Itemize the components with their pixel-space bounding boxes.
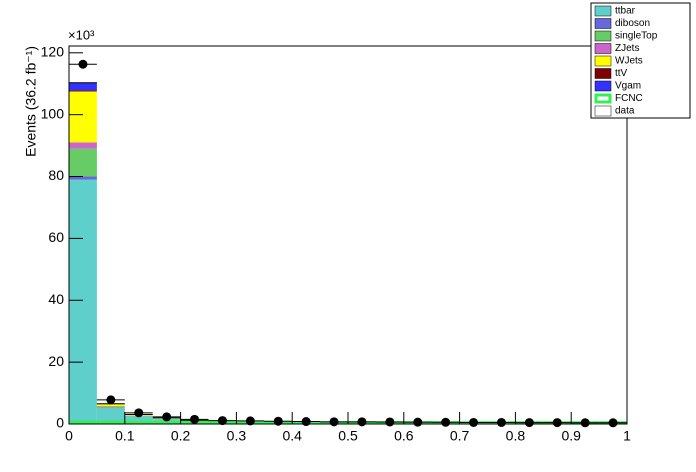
bar-segment: [69, 148, 97, 177]
y-tick-label: 100: [41, 105, 65, 121]
bar-segment: [69, 90, 97, 92]
data-point: [580, 418, 590, 428]
legend-label: singleTop: [615, 31, 658, 42]
legend-swatch: [594, 105, 612, 117]
data-point: [552, 418, 562, 428]
x-tick-label: 1: [623, 428, 631, 444]
data-point: [441, 417, 451, 427]
x-tick-label: 0.8: [506, 428, 526, 444]
data-point: [329, 417, 339, 427]
y-tick-label: 0: [56, 415, 64, 431]
legend-swatch: [594, 80, 612, 92]
x-tick-label: 0.5: [338, 428, 358, 444]
data-point: [496, 417, 506, 427]
plot-area: [69, 59, 627, 428]
bar-segment: [69, 82, 97, 91]
data-point: [469, 417, 479, 427]
bar-segment: [69, 179, 97, 424]
data-point: [273, 416, 283, 426]
data-point: [190, 414, 200, 424]
legend-swatch: [594, 5, 612, 17]
legend-label: ttV: [615, 68, 628, 79]
legend-label: Vgam: [615, 81, 641, 92]
x-tick-label: 0.4: [282, 428, 302, 444]
legend-label: ZJets: [615, 43, 639, 54]
y-tick-label: 120: [41, 44, 65, 60]
bar-segment: [96, 408, 125, 424]
y-tick-label: 40: [48, 291, 64, 307]
legend-label: FCNC: [615, 93, 643, 104]
data-point: [357, 417, 367, 427]
data-point: [162, 412, 172, 422]
y-multiplier: ×10³: [68, 27, 95, 42]
bar-segment: [96, 406, 125, 407]
legend-swatch: [594, 93, 612, 104]
bar-segment: [96, 406, 125, 409]
data-point: [608, 418, 618, 428]
legend-swatch: [594, 18, 612, 29]
legend-swatch: [594, 55, 612, 67]
bar-segment: [69, 176, 97, 180]
y-axis-title: Events (36.2 fb⁻¹): [23, 46, 39, 157]
x-tick-label: 0.1: [115, 428, 135, 444]
x-tick-label: 0.2: [171, 428, 191, 444]
legend-label: WJets: [615, 56, 643, 67]
data-point: [134, 408, 144, 418]
x-tick-label: 0.6: [394, 428, 414, 444]
legend-label: data: [615, 106, 635, 117]
bar-segment: [69, 142, 97, 149]
bar-segment: [69, 91, 97, 143]
data-point: [301, 417, 311, 427]
data-point: [413, 417, 423, 427]
x-tick-label: 0.9: [561, 428, 581, 444]
data-point: [78, 59, 88, 69]
y-tick-label: 80: [48, 167, 64, 183]
legend-swatch: [594, 68, 612, 79]
x-tick-label: 0.7: [450, 428, 470, 444]
data-point: [245, 416, 255, 426]
x-tick-label: 0.3: [227, 428, 247, 444]
data-point: [106, 395, 116, 405]
bar-segment: [96, 404, 125, 407]
legend-swatch: [594, 30, 612, 42]
legend-label: ttbar: [615, 6, 636, 17]
data-point: [217, 416, 227, 426]
legend-label: diboson: [615, 18, 650, 29]
x-tick-label: 0: [65, 428, 73, 444]
y-tick-label: 20: [48, 353, 64, 369]
y-tick-label: 60: [48, 229, 64, 245]
data-point: [524, 418, 534, 428]
data-point: [385, 417, 395, 427]
bar-segment: [124, 416, 153, 424]
legend-swatch: [594, 43, 612, 54]
